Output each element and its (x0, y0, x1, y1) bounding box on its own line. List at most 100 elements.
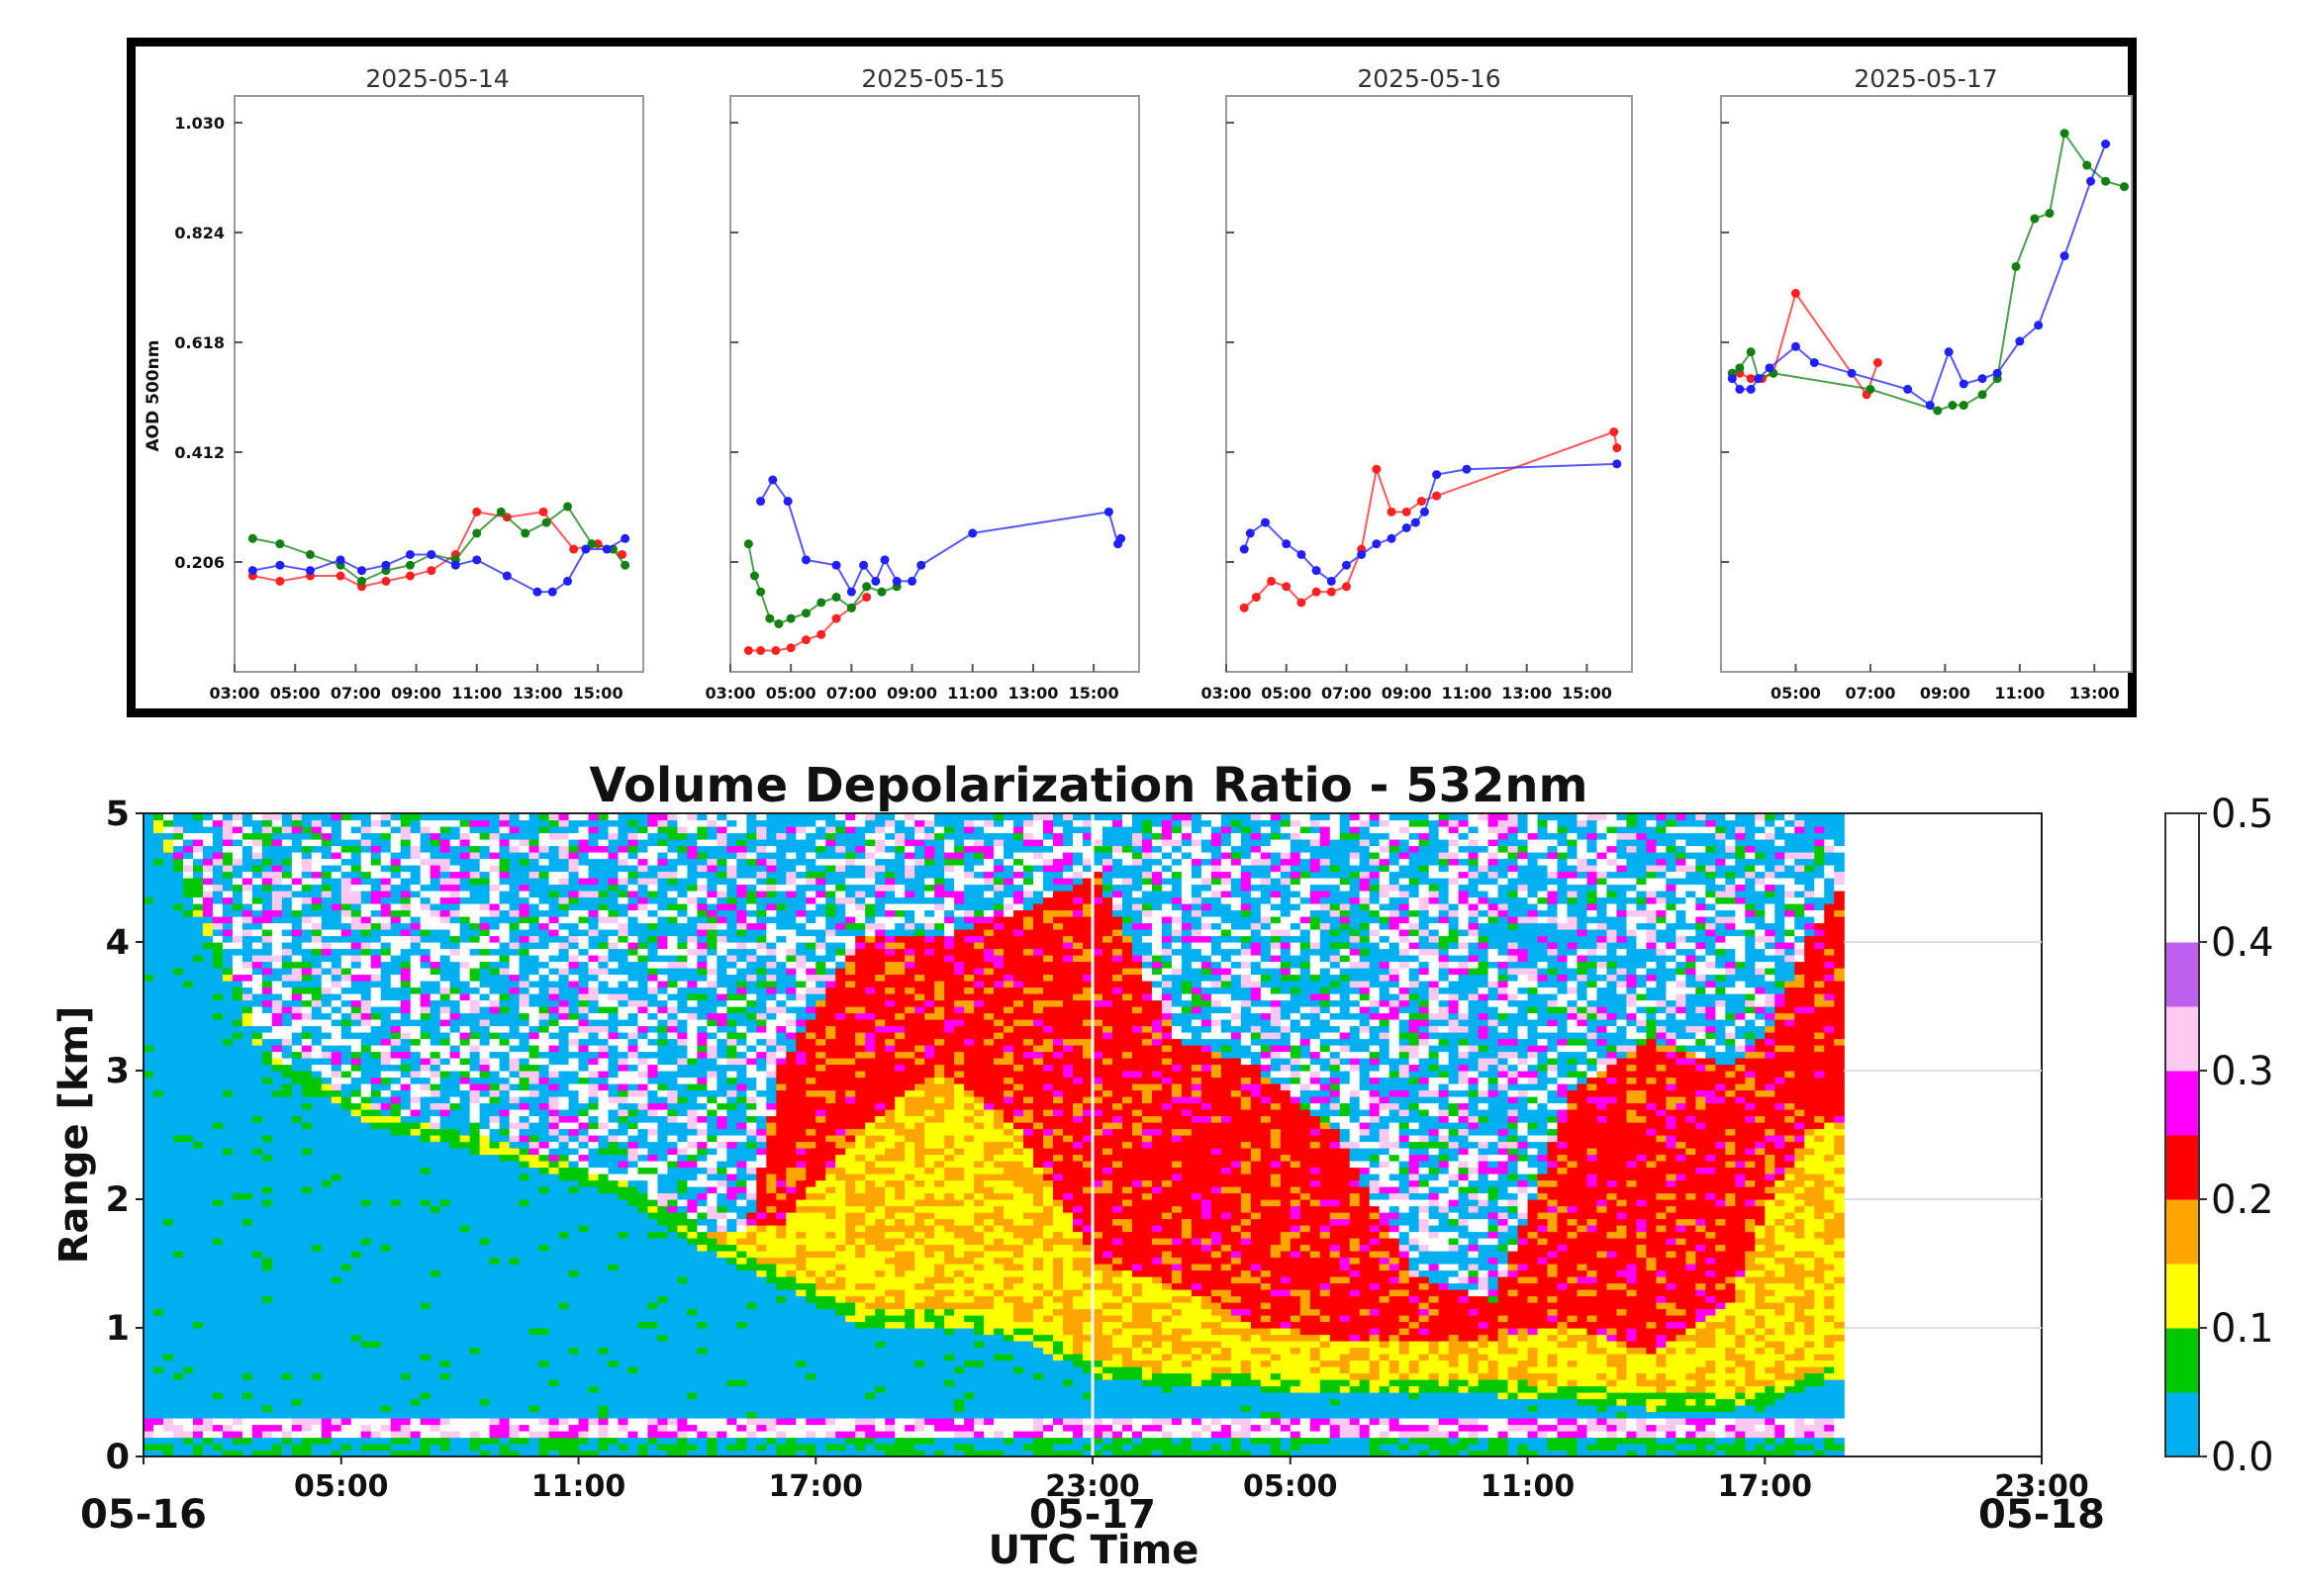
heatmap-cell (241, 1019, 253, 1027)
heatmap-cell (499, 1405, 511, 1413)
heatmap-cell (548, 1231, 560, 1239)
heatmap-cell (459, 1089, 471, 1097)
heatmap-cell (528, 1366, 540, 1374)
heatmap-cell (232, 1264, 243, 1271)
heatmap-cell (350, 1231, 362, 1239)
heatmap-cell (469, 1251, 481, 1259)
heatmap-cell (370, 1354, 382, 1361)
heatmap-cell (420, 896, 431, 904)
heatmap-cell (182, 1289, 194, 1297)
heatmap-cell (291, 845, 303, 853)
heatmap-cell (430, 1045, 441, 1053)
heatmap-cell (578, 1244, 590, 1252)
aod-series-blue-point (1959, 379, 1968, 389)
heatmap-cell (291, 1385, 303, 1393)
aod-series-blue-point (1903, 384, 1913, 394)
heatmap-cell (192, 1328, 204, 1336)
heatmap-cell (499, 1012, 511, 1020)
heatmap-cell (311, 1321, 323, 1329)
heatmap-cell (340, 1045, 352, 1053)
heatmap-cell (360, 1006, 372, 1014)
heatmap-cell (144, 942, 154, 950)
heatmap-cell (291, 948, 303, 956)
heatmap-cell (350, 1398, 362, 1406)
heatmap-cell (241, 1096, 253, 1104)
heatmap-cell (538, 1315, 550, 1323)
heatmap-cell (232, 1109, 243, 1117)
heatmap-cell (340, 1064, 352, 1072)
heatmap-cell (172, 1167, 184, 1174)
heatmap-cell (400, 1212, 412, 1220)
heatmap-cell (232, 1385, 243, 1393)
heatmap-cell (281, 1071, 293, 1079)
heatmap-cell (528, 1225, 540, 1233)
heatmap-cell (192, 1154, 204, 1162)
heatmap-cell (321, 1161, 333, 1169)
heatmap-cell (192, 1064, 204, 1072)
heatmap-cell (519, 1199, 530, 1207)
heatmap-cell (350, 1038, 362, 1046)
heatmap-cell (321, 858, 333, 866)
heatmap-cell (291, 1179, 303, 1187)
heatmap-cell (301, 909, 313, 917)
heatmap-cell (241, 1115, 253, 1123)
heatmap-cell (281, 1398, 293, 1406)
heatmap-cell (144, 1379, 154, 1387)
heatmap-cell (420, 1276, 431, 1284)
heatmap-cell (588, 1231, 600, 1239)
heatmap-cell (202, 999, 214, 1007)
heatmap-cell (232, 1392, 243, 1400)
heatmap-cell (172, 819, 184, 827)
heatmap-cell (192, 832, 204, 840)
heatmap-cell (538, 1083, 550, 1091)
heatmap-cell (390, 1199, 402, 1207)
heatmap-cell (172, 1205, 184, 1213)
heatmap-cell (459, 884, 471, 892)
heatmap-cell (400, 1096, 412, 1104)
heatmap-cell (281, 865, 293, 873)
heatmap-cell (360, 1341, 372, 1349)
heatmap-cell (469, 1058, 481, 1066)
heatmap-cell (331, 1038, 342, 1046)
heatmap-cell (182, 1225, 194, 1233)
heatmap-cell (499, 986, 511, 994)
heatmap-cell (360, 1431, 372, 1439)
heatmap-cell (311, 1334, 323, 1342)
heatmap-cell (172, 1251, 184, 1259)
heatmap-cell (538, 1122, 550, 1130)
heatmap-cell (182, 896, 194, 904)
heatmap-cell (271, 1295, 283, 1303)
heatmap-cell (232, 1192, 243, 1200)
heatmap-cell (340, 1025, 352, 1033)
heatmap-cell (479, 1102, 491, 1110)
heatmap-cell (321, 1264, 333, 1271)
heatmap-cell (192, 1218, 204, 1226)
aod-series-blue-point (1410, 517, 1420, 527)
heatmap-cell (162, 1038, 174, 1046)
heatmap-cell (489, 1179, 501, 1187)
heatmap-cell (558, 1192, 570, 1200)
heatmap-cell (519, 1058, 530, 1066)
heatmap-cell (479, 1089, 491, 1097)
heatmap-cell (489, 942, 501, 950)
heatmap-cell (430, 1012, 441, 1020)
heatmap-cell (469, 1269, 481, 1277)
heatmap-cell (172, 1347, 184, 1355)
heatmap-cell (321, 1083, 333, 1091)
heatmap-cell (291, 1006, 303, 1014)
heatmap-cell (271, 1328, 283, 1336)
heatmap-cell (410, 1244, 422, 1252)
heatmap-cell (222, 1424, 234, 1432)
heatmap-cell (301, 1302, 313, 1310)
heatmap-cell (420, 1334, 431, 1342)
heatmap-cell (578, 999, 590, 1007)
heatmap-cell (400, 1109, 412, 1117)
heatmap-cell (222, 1308, 234, 1316)
heatmap-cell (271, 1096, 283, 1104)
heatmap-cell (410, 1347, 422, 1355)
heatmap-cell (390, 852, 402, 860)
heatmap-cell (360, 1372, 372, 1380)
heatmap-cell (449, 1225, 461, 1233)
heatmap-cell (222, 1096, 234, 1104)
heatmap-cell (588, 832, 600, 840)
